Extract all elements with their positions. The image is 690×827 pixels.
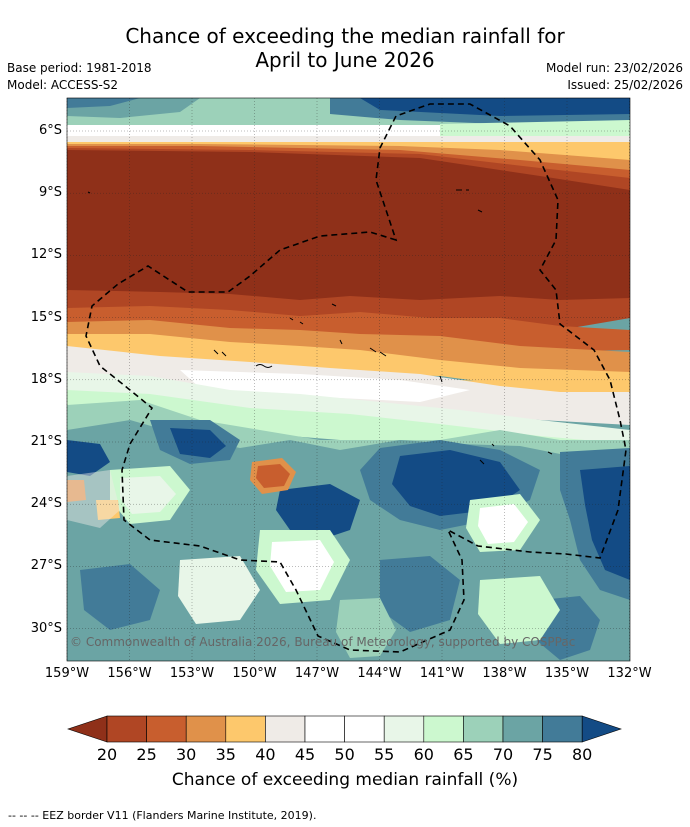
latitude-label: 15°S [30, 309, 62, 325]
longitude-label: 156°W [107, 666, 152, 681]
colorbar-cell [265, 715, 306, 743]
colorbar-tick-label: 35 [215, 745, 236, 764]
colorbar-cell [106, 715, 147, 743]
band-dry-core [67, 150, 630, 300]
colorbar-tick-label: 45 [294, 745, 316, 764]
wet-patch-east [580, 466, 630, 580]
colorbar-cell [423, 715, 464, 743]
latitude-label: 12°S [30, 247, 62, 263]
longitude-label: 150°W [232, 666, 277, 681]
colorbar-tick-label: 30 [176, 745, 197, 764]
longitude-label: 138°W [482, 666, 527, 681]
north-wet-patch [360, 98, 630, 116]
wet-patch-west [170, 428, 226, 458]
dry-spot [256, 464, 290, 488]
colorbar-tick-label: 80 [572, 745, 593, 764]
colorbar-high-extension [581, 715, 622, 743]
latitude-label: 27°S [30, 558, 62, 574]
colorbar-low-extension [67, 715, 108, 743]
longitude-label: 147°W [294, 666, 340, 681]
latitude-label: 21°S [30, 434, 62, 449]
latitude-label: 24°S [30, 496, 62, 512]
longitude-label: 135°W [544, 666, 590, 681]
colorbar-cell [502, 715, 543, 743]
colorbar-cell [225, 715, 266, 743]
wet-patch-south [276, 484, 360, 540]
longitude-label: 159°W [44, 666, 90, 681]
colorbar-tick-label: 20 [96, 745, 118, 764]
longitude-label: 153°W [169, 666, 215, 681]
issued-text: Issued: 25/02/2026 [567, 78, 683, 92]
latitude-label: 30°S [30, 620, 62, 636]
colorbar-tick-label: 65 [453, 745, 474, 764]
islands [87, 189, 553, 465]
rainfall-field [67, 98, 630, 661]
colorbar [67, 715, 622, 743]
colorbar-cell [185, 715, 227, 743]
colorbar-cell [542, 715, 583, 743]
model-run-text: Model run: 23/02/2026 [545, 61, 683, 75]
colorbar-tick-label: 75 [532, 745, 553, 764]
longitude-label: 144°W [357, 666, 402, 681]
colorbar-tick-label: 55 [374, 745, 395, 764]
copyright-text: © Commonwealth of Australia 2026, Bureau… [70, 635, 575, 649]
longitude-label: 132°W [607, 666, 652, 681]
map-title-line-2: April to June 2026 [255, 48, 435, 72]
model-text: Model: ACCESS-S2 [7, 78, 119, 92]
base-period-text: Base period: 1981-2018 [7, 61, 152, 75]
colorbar-cell [146, 715, 187, 743]
latitude-label: 9°S [38, 185, 62, 201]
longitude-label: 141°W [419, 666, 465, 681]
latitude-label: 18°S [30, 371, 62, 387]
latitude-label: 6°S [38, 123, 62, 138]
map-title-line-1: Chance of exceeding the median rainfall … [125, 24, 565, 48]
rainfall-map: © Commonwealth of Australia 2026, Bureau… [66, 97, 631, 662]
colorbar-cell [463, 715, 504, 743]
eez-border [85, 103, 627, 653]
colorbar-cell [344, 715, 385, 743]
colorbar-cell [383, 715, 425, 743]
colorbar-cell [304, 715, 345, 743]
band-dry-edge [67, 334, 630, 400]
colorbar-tick-label: 70 [492, 745, 514, 764]
colorbar-tick-label: 50 [334, 745, 355, 764]
map-frame [66, 97, 631, 662]
colorbar-tick-label: 60 [413, 745, 434, 764]
colorbar-label: Chance of exceeding median rainfall (%) [171, 770, 519, 790]
eez-legend-text: -- -- -- EEZ border V11 (Flanders Marine… [8, 809, 317, 822]
colorbar-tick-label: 40 [255, 745, 276, 764]
colorbar-tick-label: 25 [136, 745, 157, 764]
